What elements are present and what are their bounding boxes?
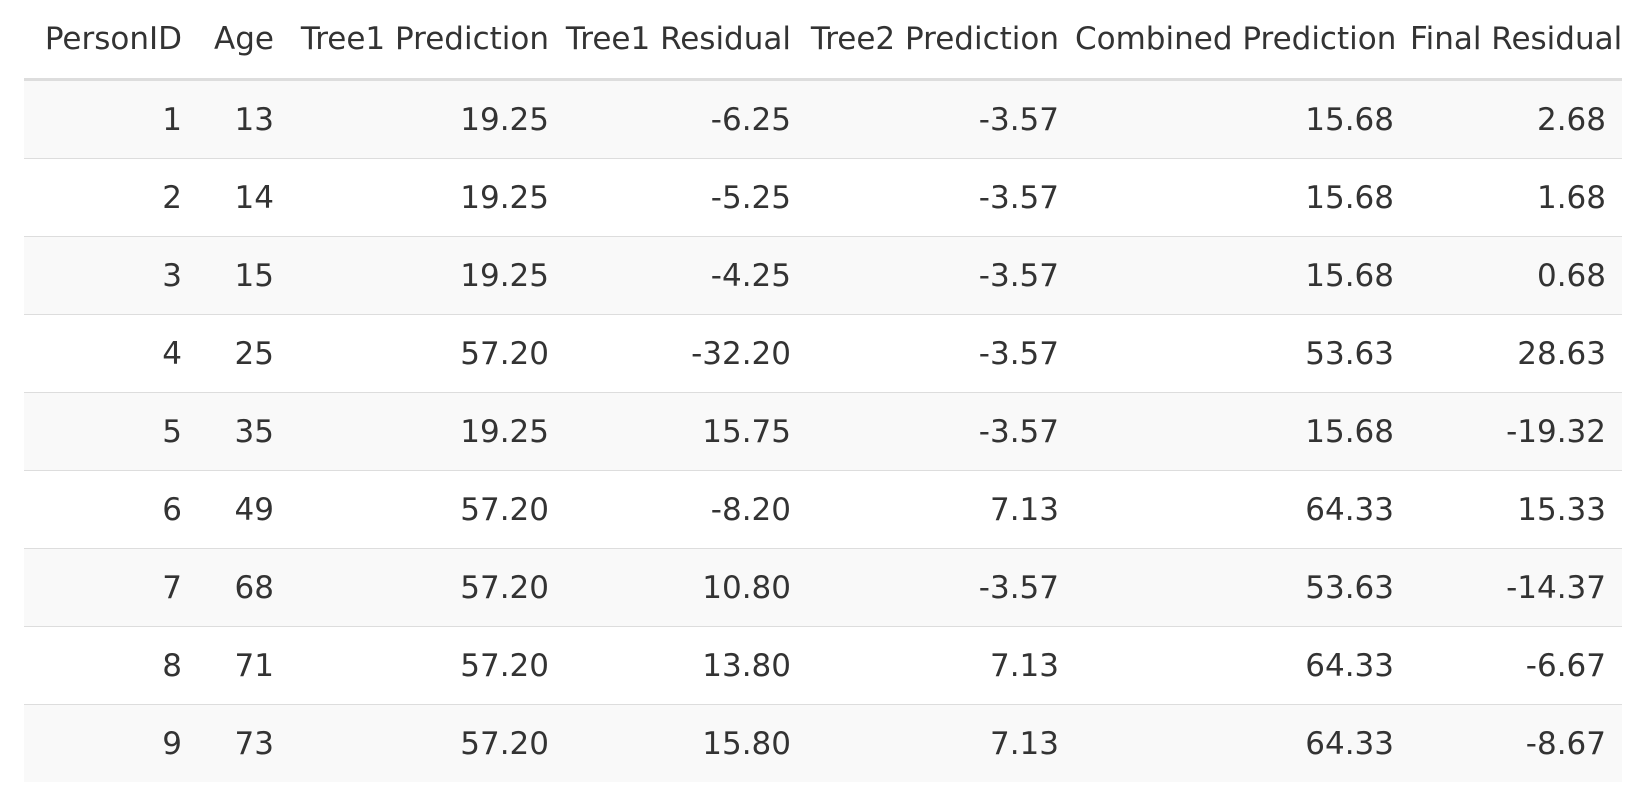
tree2-prediction-cell: -3.57 [807,236,1075,315]
combined-prediction-cell: 15.68 [1075,236,1410,315]
column-header-personid: PersonID [24,0,198,81]
tree1-prediction-cell: 19.25 [290,158,565,237]
column-header-combined-prediction: Combined Prediction [1075,0,1410,81]
tree2-prediction-cell: -3.57 [807,158,1075,237]
combined-prediction-cell: 53.63 [1075,548,1410,627]
age-cell: 35 [198,392,290,471]
age-cell: 71 [198,626,290,705]
age-cell: 14 [198,158,290,237]
tree1-prediction-cell: 57.20 [290,548,565,627]
table-body: 1 13 19.25 -6.25 -3.57 15.68 2.68 2 14 19.25 -5.25… [24,79,1622,782]
tree2-prediction-cell: 7.13 [807,470,1075,549]
table-row: 7 68 57.20 10.80 -3.57 53.63 -14.37 [24,548,1622,627]
data-table: PersonID Age Tree1 Prediction Tree1 Resi… [24,0,1622,782]
column-header-tree1-residual: Tree1 Residual [565,0,807,81]
final-residual-cell: 2.68 [1410,79,1622,159]
tree1-residual-cell: 15.75 [565,392,807,471]
header-row: PersonID Age Tree1 Prediction Tree1 Resi… [24,0,1622,81]
combined-prediction-cell: 53.63 [1075,314,1410,393]
personid-cell: 7 [24,548,198,627]
age-cell: 73 [198,704,290,782]
tree1-prediction-cell: 57.20 [290,314,565,393]
final-residual-cell: -14.37 [1410,548,1622,627]
final-residual-cell: -19.32 [1410,392,1622,471]
combined-prediction-cell: 15.68 [1075,392,1410,471]
tree1-residual-cell: 15.80 [565,704,807,782]
tree1-residual-cell: -32.20 [565,314,807,393]
age-cell: 68 [198,548,290,627]
combined-prediction-cell: 64.33 [1075,626,1410,705]
tree1-prediction-cell: 19.25 [290,392,565,471]
final-residual-cell: 28.63 [1410,314,1622,393]
final-residual-cell: 1.68 [1410,158,1622,237]
final-residual-cell: -8.67 [1410,704,1622,782]
tree2-prediction-cell: -3.57 [807,314,1075,393]
table-row: 2 14 19.25 -5.25 -3.57 15.68 1.68 [24,158,1622,237]
table-row: 3 15 19.25 -4.25 -3.57 15.68 0.68 [24,236,1622,315]
tree1-residual-cell: -4.25 [565,236,807,315]
personid-cell: 1 [24,79,198,159]
personid-cell: 5 [24,392,198,471]
personid-cell: 6 [24,470,198,549]
age-cell: 13 [198,79,290,159]
table-container: PersonID Age Tree1 Prediction Tree1 Resi… [24,0,1622,782]
tree2-prediction-cell: 7.13 [807,704,1075,782]
age-cell: 49 [198,470,290,549]
column-header-final-residual: Final Residual [1410,0,1622,81]
tree1-prediction-cell: 19.25 [290,79,565,159]
table-row: 5 35 19.25 15.75 -3.57 15.68 -19.32 [24,392,1622,471]
tree1-prediction-cell: 57.20 [290,704,565,782]
personid-cell: 3 [24,236,198,315]
combined-prediction-cell: 64.33 [1075,470,1410,549]
age-cell: 15 [198,236,290,315]
tree2-prediction-cell: -3.57 [807,392,1075,471]
tree2-prediction-cell: -3.57 [807,548,1075,627]
final-residual-cell: 0.68 [1410,236,1622,315]
combined-prediction-cell: 15.68 [1075,158,1410,237]
column-header-age: Age [198,0,290,81]
column-header-tree2-prediction: Tree2 Prediction [807,0,1075,81]
combined-prediction-cell: 15.68 [1075,79,1410,159]
tree2-prediction-cell: -3.57 [807,79,1075,159]
personid-cell: 9 [24,704,198,782]
table-row: 1 13 19.25 -6.25 -3.57 15.68 2.68 [24,79,1622,159]
personid-cell: 4 [24,314,198,393]
column-header-tree1-prediction: Tree1 Prediction [290,0,565,81]
tree1-residual-cell: -8.20 [565,470,807,549]
final-residual-cell: -6.67 [1410,626,1622,705]
tree1-residual-cell: 13.80 [565,626,807,705]
tree1-residual-cell: -5.25 [565,158,807,237]
combined-prediction-cell: 64.33 [1075,704,1410,782]
age-cell: 25 [198,314,290,393]
tree2-prediction-cell: 7.13 [807,626,1075,705]
final-residual-cell: 15.33 [1410,470,1622,549]
tree1-prediction-cell: 57.20 [290,626,565,705]
table-row: 9 73 57.20 15.80 7.13 64.33 -8.67 [24,704,1622,782]
tree1-prediction-cell: 57.20 [290,470,565,549]
tree1-prediction-cell: 19.25 [290,236,565,315]
personid-cell: 8 [24,626,198,705]
table-row: 4 25 57.20 -32.20 -3.57 53.63 28.63 [24,314,1622,393]
table-row: 6 49 57.20 -8.20 7.13 64.33 15.33 [24,470,1622,549]
personid-cell: 2 [24,158,198,237]
table-header: PersonID Age Tree1 Prediction Tree1 Resi… [24,0,1622,81]
tree1-residual-cell: -6.25 [565,79,807,159]
table-row: 8 71 57.20 13.80 7.13 64.33 -6.67 [24,626,1622,705]
tree1-residual-cell: 10.80 [565,548,807,627]
